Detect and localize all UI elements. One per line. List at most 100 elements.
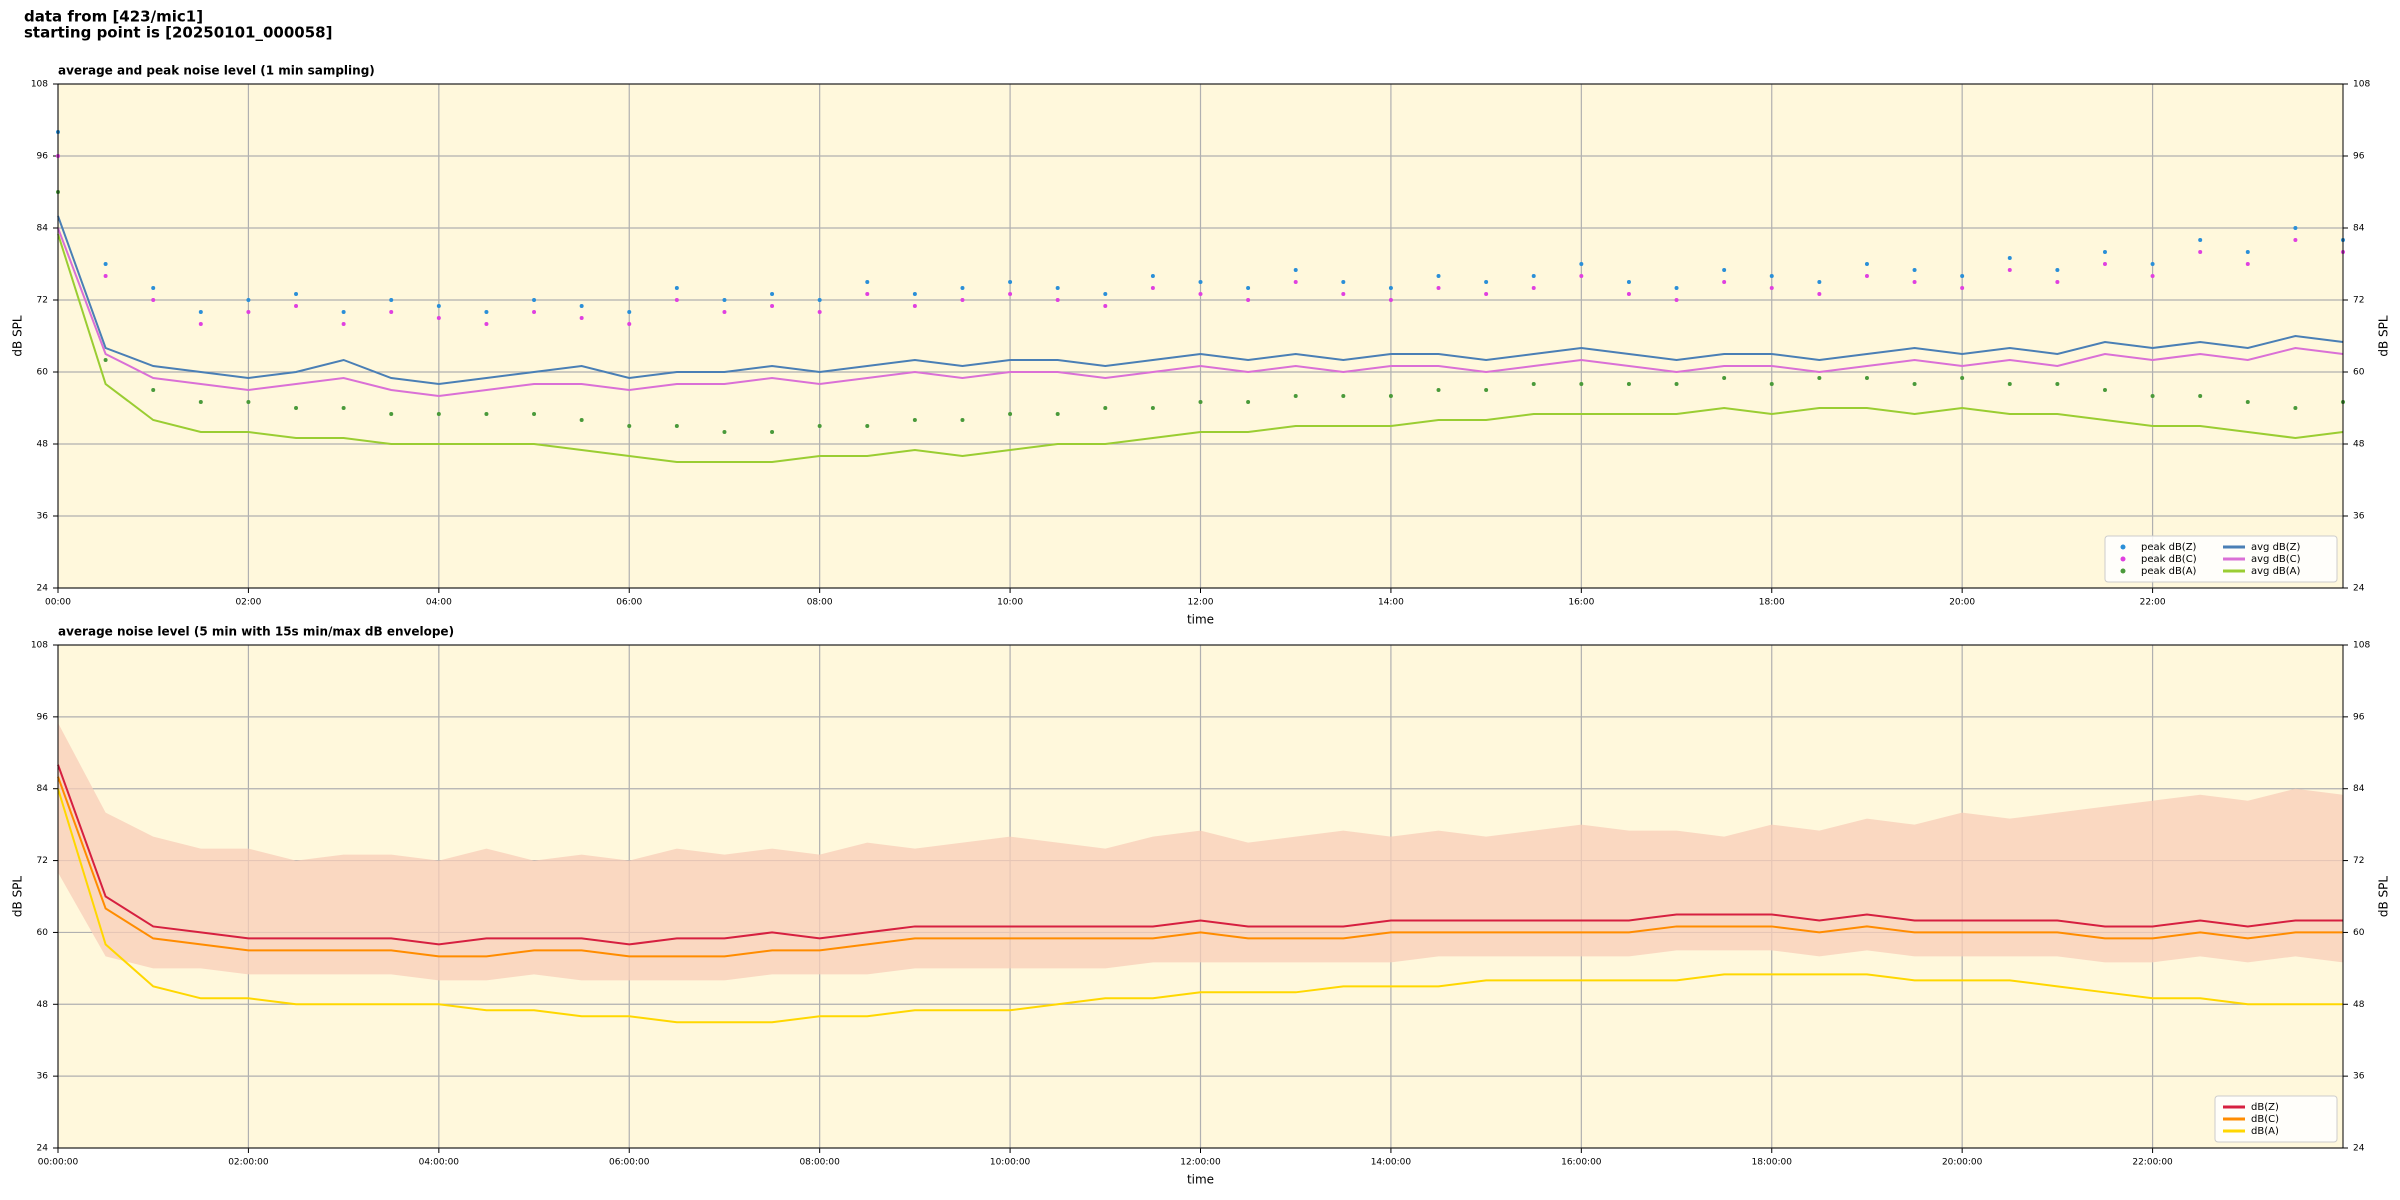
peak-point — [817, 424, 822, 428]
envelope-area — [58, 722, 2343, 981]
peak-point — [151, 298, 156, 302]
peak-point — [1960, 274, 1965, 278]
peak-point — [1388, 298, 1393, 302]
legend-label: dB(Z) — [2251, 1102, 2279, 1113]
plot-frame — [57, 83, 2344, 589]
peak-point — [246, 400, 251, 404]
y-tick-label: 60 — [37, 368, 49, 378]
peak-point — [2150, 262, 2155, 266]
y-tick-label: 84 — [37, 224, 49, 234]
series-line — [57, 233, 2344, 463]
peak-point — [1008, 412, 1013, 416]
x-tick-label: 04:00 — [426, 598, 452, 608]
peak-point — [2102, 250, 2107, 254]
peak-point — [1008, 292, 1013, 296]
peak-point — [1960, 376, 1965, 380]
peak-point — [579, 316, 584, 320]
peak-point — [436, 304, 441, 308]
y2-tick-label: 48 — [2353, 1000, 2365, 1010]
peak-point — [579, 418, 584, 422]
peak-point — [1769, 382, 1774, 386]
peak-point — [817, 310, 822, 314]
peak-point — [1341, 394, 1346, 398]
x-tick-label: 10:00 — [997, 598, 1023, 608]
peak-point — [294, 292, 299, 296]
peak-point — [1912, 268, 1917, 272]
peak-point — [294, 406, 299, 410]
y-tick-label: 36 — [37, 512, 49, 522]
peak-point — [1341, 280, 1346, 284]
peak-point — [912, 304, 917, 308]
peak-point — [2245, 250, 2250, 254]
peak-point — [674, 424, 679, 428]
peak-point — [1055, 412, 1060, 416]
peak-point — [960, 418, 965, 422]
peak-point — [2293, 406, 2298, 410]
peak-point — [865, 280, 870, 284]
peak-point — [2055, 280, 2060, 284]
peak-point — [627, 322, 632, 326]
peak-point — [770, 304, 775, 308]
peak-point — [1817, 292, 1822, 296]
peak-point — [1103, 304, 1108, 308]
x-tick-label: 10:00:00 — [990, 1158, 1031, 1168]
peak-point — [246, 310, 251, 314]
peak-point — [484, 310, 489, 314]
y-tick-label: 108 — [31, 641, 48, 651]
peak-point — [532, 412, 537, 416]
peak-point — [627, 424, 632, 428]
y2-tick-label: 84 — [2353, 224, 2365, 234]
y2-tick-label: 60 — [2353, 928, 2365, 938]
peak-point — [1864, 376, 1869, 380]
peak-point — [1293, 280, 1298, 284]
peak-point — [1674, 298, 1679, 302]
peak-point — [1626, 292, 1631, 296]
peak-point — [198, 310, 203, 314]
peak-point — [1055, 286, 1060, 290]
peak-point — [484, 322, 489, 326]
y2-tick-label: 72 — [2353, 856, 2364, 866]
y2-axis-label: dB SPL — [2377, 315, 2391, 357]
peak-point — [1341, 292, 1346, 296]
legend-label: dB(A) — [2251, 1126, 2279, 1137]
peak-point — [2102, 262, 2107, 266]
y-tick-label: 48 — [37, 440, 49, 450]
x-tick-label: 16:00 — [1568, 598, 1594, 608]
y-tick-label: 72 — [37, 856, 48, 866]
peak-point — [1817, 280, 1822, 284]
peak-point — [1293, 268, 1298, 272]
y-tick-label: 96 — [37, 152, 49, 162]
peak-point — [2293, 238, 2298, 242]
y-tick-label: 48 — [37, 1000, 49, 1010]
peak-point — [1103, 292, 1108, 296]
peak-point — [2102, 388, 2107, 392]
peak-point — [722, 310, 727, 314]
peak-point — [389, 310, 394, 314]
peak-point — [436, 316, 441, 320]
peak-point — [484, 412, 489, 416]
peak-point — [1484, 280, 1489, 284]
peak-point — [1293, 394, 1298, 398]
header-start: starting point is [20250101_000058] — [24, 24, 332, 42]
legend-label: dB(C) — [2251, 1114, 2279, 1125]
peak-point — [1579, 262, 1584, 266]
legend-label: peak dB(Z) — [2141, 542, 2197, 553]
peak-point — [674, 286, 679, 290]
peak-point — [103, 358, 108, 362]
peak-point — [1722, 280, 1727, 284]
y-tick-label: 96 — [37, 712, 49, 722]
peak-point — [2055, 382, 2060, 386]
peak-point — [1436, 274, 1441, 278]
y2-tick-label: 72 — [2353, 296, 2364, 306]
x-axis-label: time — [1187, 613, 1214, 627]
header-source: data from [423/mic1] — [24, 8, 203, 26]
peak-point — [198, 322, 203, 326]
x-tick-label: 00:00:00 — [38, 1158, 79, 1168]
x-tick-label: 14:00 — [1378, 598, 1404, 608]
peak-point — [103, 262, 108, 266]
series-line — [57, 776, 2343, 958]
peak-point — [436, 412, 441, 416]
peak-point — [1150, 274, 1155, 278]
peak-point — [1769, 286, 1774, 290]
peak-point — [341, 310, 346, 314]
